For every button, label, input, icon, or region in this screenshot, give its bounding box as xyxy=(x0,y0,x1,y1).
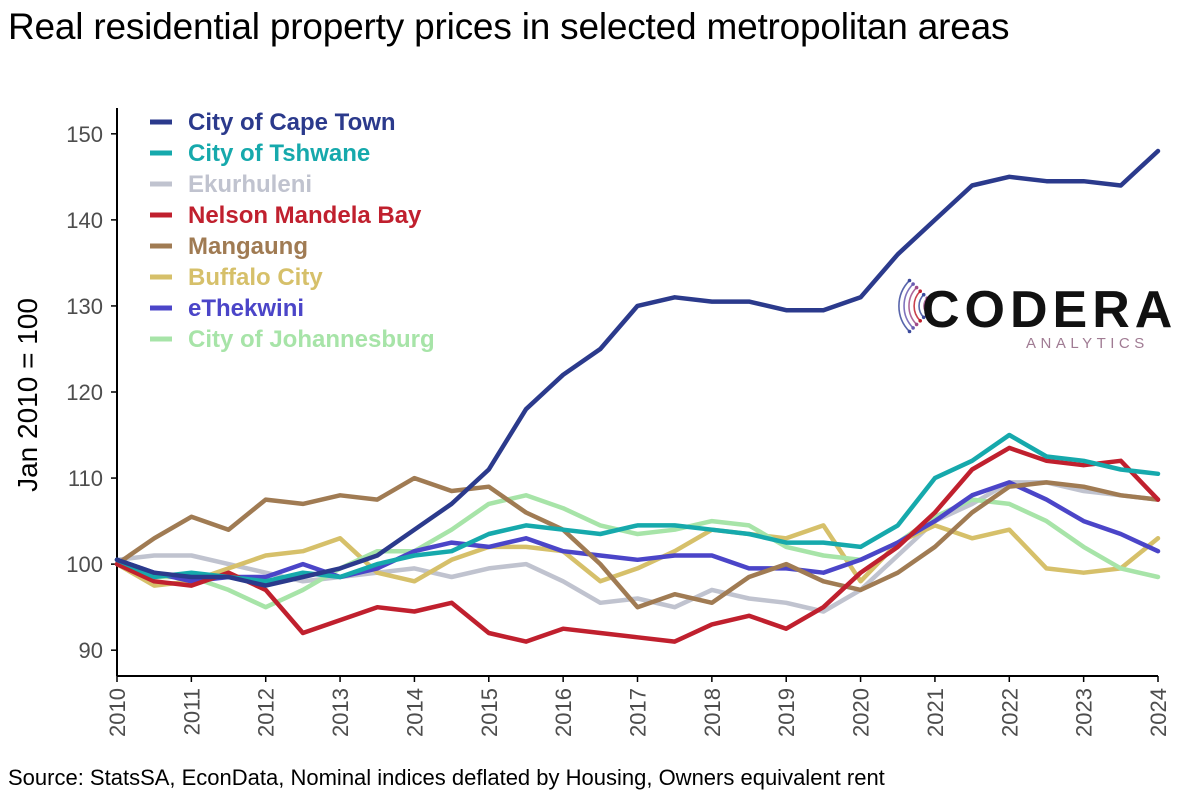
legend-label-ethekwini: eThekwini xyxy=(188,295,304,322)
x-tick-label: 2014 xyxy=(402,688,427,737)
logo-node xyxy=(914,285,919,290)
series-line-city-of-cape-town xyxy=(114,148,1161,588)
series-line-nelson-mandela-bay xyxy=(114,445,1161,644)
logo-sub: ANALYTICS xyxy=(1026,335,1149,352)
legend-label-ekurhuleni: Ekurhuleni xyxy=(188,171,312,198)
source-note: Source: StatsSA, EconData, Nominal indic… xyxy=(8,765,885,790)
y-tick-label: 90 xyxy=(79,638,103,663)
logo-node xyxy=(911,282,915,286)
legend-label-city-of-tshwane: City of Tshwane xyxy=(188,140,370,167)
x-tick-label: 2013 xyxy=(328,688,353,737)
x-tick-label: 2012 xyxy=(254,688,279,737)
y-tick-label: 120 xyxy=(66,380,103,405)
x-tick-label: 2023 xyxy=(1072,688,1097,737)
x-tick-label: 2018 xyxy=(700,688,725,737)
legend-label-city-of-cape-town: City of Cape Town xyxy=(188,109,396,136)
legend: City of Cape Town City of Tshwane Ekurhule… xyxy=(150,109,435,353)
logo-node xyxy=(907,278,912,283)
y-tick-label: 150 xyxy=(66,122,103,147)
x-tick-label: 2020 xyxy=(849,688,874,737)
legend-label-city-of-johannesburg: City of Johannesburg xyxy=(188,326,435,353)
x-tick-label: 2019 xyxy=(774,688,799,737)
x-tick-label: 2022 xyxy=(997,688,1022,737)
logo-name: CODERA xyxy=(922,281,1177,339)
logo-arc xyxy=(903,283,914,329)
legend-label-mangaung: Mangaung xyxy=(188,233,308,260)
logo-node xyxy=(907,329,912,334)
y-axis-label: Jan 2010 = 100 xyxy=(12,298,43,492)
x-tick-label: 2017 xyxy=(626,688,651,737)
series-line-city-of-tshwane xyxy=(114,432,1161,584)
logo-arc xyxy=(913,290,921,322)
x-tick-label: 2015 xyxy=(477,688,502,737)
codera-logo: CODERA ANALYTICS xyxy=(898,278,1177,352)
logo-circuit-icon xyxy=(898,278,929,334)
logo-node xyxy=(914,322,919,327)
chart-title: Real residential property prices in sele… xyxy=(8,6,1010,47)
x-tick-label: 2010 xyxy=(105,688,130,737)
x-tick-label: 2021 xyxy=(923,688,948,737)
series-line-ethekwini xyxy=(114,480,1161,584)
axes: 90 100 110 120 130 140 150 2010 2011 2012 2013 2014… xyxy=(66,108,1171,737)
y-tick-label: 140 xyxy=(66,208,103,233)
logo-arc xyxy=(918,294,925,318)
logo-arc xyxy=(898,279,911,333)
logo-node xyxy=(925,312,929,316)
legend-label-nelson-mandela-bay: Nelson Mandela Bay xyxy=(188,202,422,229)
logo-node xyxy=(921,292,926,297)
logo-node xyxy=(918,289,922,294)
series-line-city-of-johannesburg xyxy=(114,493,1161,610)
series-line-buffalo-city xyxy=(114,523,1161,588)
series-line-mangaung xyxy=(114,475,1161,610)
x-tick-label: 2016 xyxy=(551,688,576,737)
logo-arc xyxy=(908,287,918,325)
series-layer xyxy=(114,148,1161,644)
logo-node xyxy=(921,315,926,320)
x-tick-label: 2011 xyxy=(179,688,204,735)
y-tick-label: 130 xyxy=(66,294,103,319)
logo-node xyxy=(918,319,922,323)
legend-label-buffalo-city: Buffalo City xyxy=(188,264,323,291)
y-tick-label: 100 xyxy=(66,552,103,577)
logo-node xyxy=(925,296,929,301)
logo-node xyxy=(911,326,915,330)
y-tick-label: 110 xyxy=(68,466,103,491)
x-tick-label: 2024 xyxy=(1146,688,1171,737)
